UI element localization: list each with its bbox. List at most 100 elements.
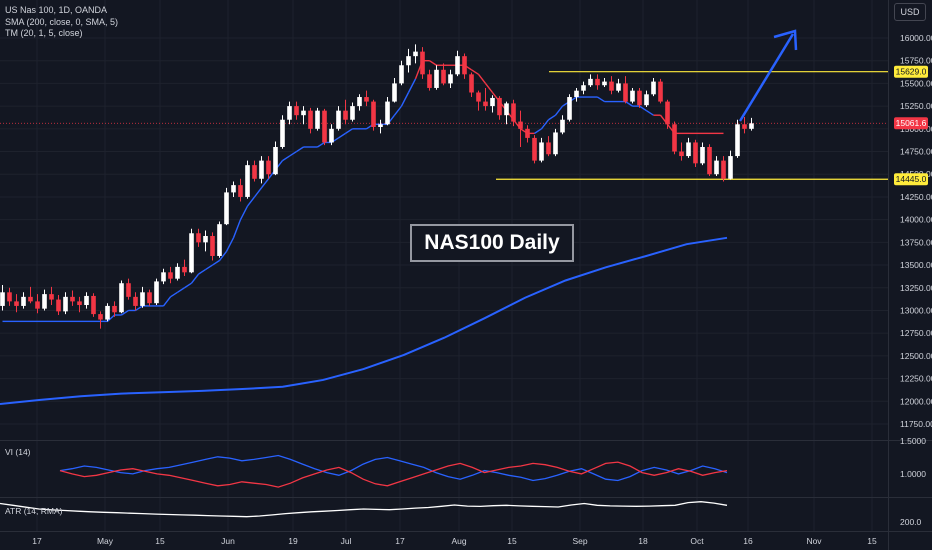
candle	[259, 156, 264, 184]
candle-body	[147, 292, 152, 304]
time-tick-label: 17	[395, 536, 405, 546]
candle	[133, 292, 138, 311]
candle-body	[644, 94, 649, 106]
candle-body	[609, 81, 614, 91]
candle	[532, 135, 537, 164]
tm-segment	[121, 309, 129, 316]
candle	[546, 136, 551, 157]
candle	[357, 94, 362, 111]
price-tick-label: 11750.00	[900, 419, 932, 429]
candle	[714, 156, 719, 177]
candle-body	[441, 69, 446, 84]
currency-button[interactable]: USD	[894, 3, 926, 21]
candle	[721, 156, 726, 182]
price-badge: 15629.0	[894, 65, 928, 78]
candle-body	[91, 295, 96, 315]
candle	[168, 266, 173, 284]
candle	[56, 295, 61, 316]
time-tick-label: Sep	[572, 536, 587, 546]
candle-body	[700, 146, 705, 164]
candle	[637, 87, 642, 108]
candle	[511, 99, 516, 127]
price-badge-bg	[894, 117, 928, 130]
candle-body	[728, 156, 733, 179]
candle	[525, 125, 530, 143]
candle	[595, 74, 600, 90]
candle	[630, 87, 635, 104]
candle	[343, 99, 348, 125]
candle-body	[112, 305, 117, 313]
symbol-label[interactable]: US Nas 100, 1D, OANDA	[5, 5, 108, 15]
candle-body	[567, 97, 572, 120]
candle	[385, 97, 390, 126]
vi-tick-label: 1.5000	[900, 436, 926, 446]
candle	[448, 69, 453, 88]
candle-body	[588, 78, 593, 86]
vi-pane-label[interactable]: VI (14)	[5, 447, 31, 457]
tm-segment	[471, 69, 479, 75]
candle-body	[21, 296, 26, 306]
candle	[574, 87, 579, 102]
tm-segment	[177, 287, 185, 293]
candle-body	[336, 110, 341, 129]
tm-segment	[205, 264, 213, 271]
atr-pane-label[interactable]: ATR (14, RMA)	[5, 506, 63, 516]
candle	[252, 160, 257, 182]
price-tick-label: 12500.00	[900, 351, 932, 361]
candle	[161, 268, 166, 285]
candle-body	[490, 97, 495, 107]
candle-body	[483, 101, 488, 107]
candle-body	[721, 160, 726, 179]
price-badge: 15061.6	[894, 117, 928, 130]
candle-body	[308, 110, 313, 129]
candle-body	[406, 56, 411, 66]
candle	[126, 278, 131, 300]
candle-body	[602, 81, 607, 86]
price-badge-label: 14445.0	[896, 174, 927, 184]
candle-body	[56, 299, 61, 312]
candle	[693, 139, 698, 167]
candle	[238, 178, 243, 202]
tm-segment	[184, 282, 192, 289]
candle-body	[266, 160, 271, 175]
price-tick-label: 15500.00	[900, 78, 932, 88]
tm-segment	[296, 146, 304, 153]
chart-annotation-title[interactable]: NAS100 Daily	[410, 224, 574, 262]
candle-body	[742, 124, 747, 129]
tm-segment	[162, 296, 172, 307]
candle-body	[539, 142, 544, 161]
candle-body	[350, 106, 355, 120]
tm-segment	[282, 155, 290, 162]
candle	[35, 294, 40, 314]
candle-body	[224, 192, 229, 225]
candle-body	[679, 151, 684, 157]
candle	[490, 95, 495, 113]
tm-segment	[639, 105, 647, 112]
sma-legend[interactable]: SMA (200, close, 0, SMA, 5)	[5, 16, 119, 27]
candle	[112, 301, 117, 317]
sma-200-line	[0, 236, 728, 406]
candle-body	[0, 292, 5, 306]
candle	[455, 50, 460, 77]
price-tick-label: 15250.00	[900, 101, 932, 111]
candle	[147, 289, 152, 306]
tm-segment	[212, 259, 220, 266]
candle-body	[217, 224, 222, 256]
atr-pane	[0, 501, 728, 518]
time-tick-label: 18	[638, 536, 648, 546]
candle	[322, 108, 327, 146]
candle	[672, 121, 677, 155]
candle	[469, 72, 474, 98]
candle-body	[315, 110, 320, 129]
time-tick-label: Jul	[341, 536, 352, 546]
candle	[588, 74, 593, 88]
candle-body	[616, 83, 621, 91]
candle	[336, 106, 341, 131]
candle	[665, 99, 670, 129]
candle-body	[434, 69, 439, 88]
atr-tick-label: 200.0	[900, 517, 922, 527]
candle-body	[70, 296, 75, 302]
tm-legend[interactable]: TM (20, 1, 5, close)	[5, 28, 83, 38]
